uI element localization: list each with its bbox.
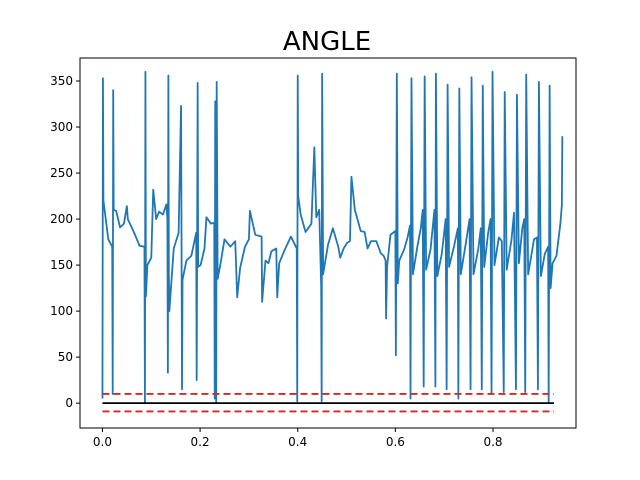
y-tick-label: 350: [50, 74, 73, 88]
x-tick-label: 0.2: [191, 435, 210, 449]
y-tick-label: 150: [50, 258, 73, 272]
x-tick-label: 0.8: [483, 435, 502, 449]
x-axis: 0.0 0.2 0.4 0.6 0.8: [93, 428, 503, 449]
y-tick-label: 200: [50, 212, 73, 226]
x-tick-label: 0.4: [288, 435, 307, 449]
x-tick-label: 0.6: [386, 435, 405, 449]
y-tick-label: 300: [50, 120, 73, 134]
y-tick-label: 0: [65, 396, 73, 410]
chart-title: ANGLE: [283, 27, 371, 57]
y-tick-label: 100: [50, 304, 73, 318]
x-tick-label: 0.0: [93, 435, 112, 449]
y-axis: 0 50 100 150 200 250 300 350: [50, 74, 80, 410]
plot-frame: [79, 57, 577, 429]
y-tick-label: 250: [50, 166, 73, 180]
angle-series-line: [101, 70, 564, 405]
y-tick-label: 50: [58, 350, 73, 364]
